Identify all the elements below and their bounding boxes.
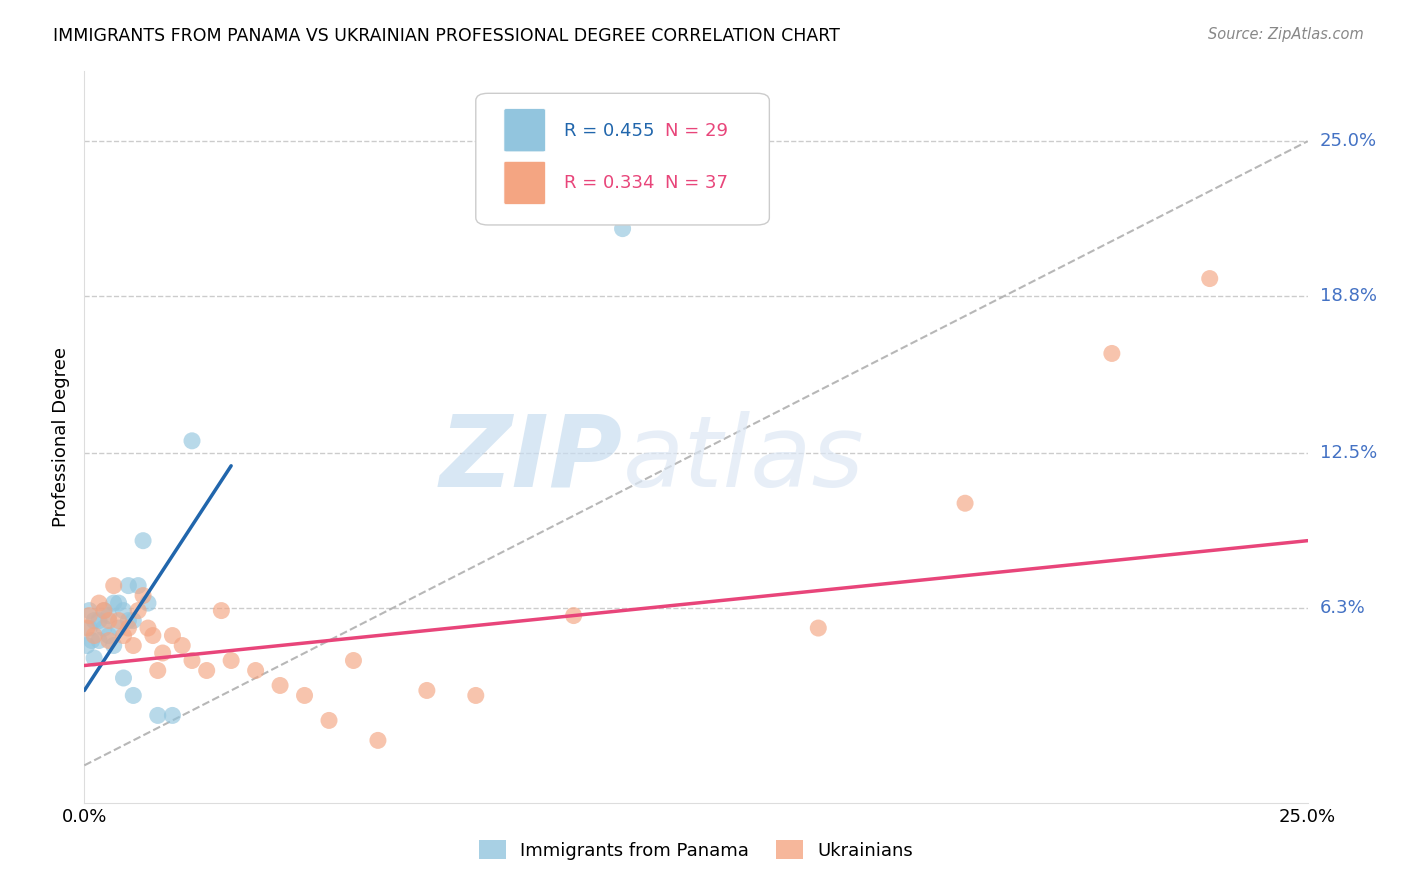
Point bbox=[162, 708, 184, 723]
Point bbox=[464, 689, 486, 703]
Point bbox=[112, 671, 135, 685]
Point bbox=[807, 621, 830, 635]
Point bbox=[146, 664, 169, 678]
Point bbox=[294, 689, 316, 703]
Point bbox=[107, 596, 129, 610]
Point bbox=[195, 664, 218, 678]
Point bbox=[132, 533, 155, 548]
Point bbox=[77, 604, 100, 618]
Point bbox=[107, 614, 129, 628]
Point bbox=[87, 596, 110, 610]
Point bbox=[93, 604, 115, 618]
Point bbox=[97, 608, 120, 623]
Point bbox=[93, 621, 115, 635]
Point bbox=[103, 639, 125, 653]
Point bbox=[80, 633, 103, 648]
Text: R = 0.455: R = 0.455 bbox=[564, 121, 654, 140]
Text: 12.5%: 12.5% bbox=[1320, 444, 1376, 462]
Point bbox=[117, 614, 139, 628]
Point bbox=[97, 633, 120, 648]
Point bbox=[122, 689, 145, 703]
Point bbox=[76, 639, 98, 653]
Point bbox=[172, 639, 194, 653]
Point bbox=[122, 614, 145, 628]
Point bbox=[117, 621, 139, 635]
Text: N = 37: N = 37 bbox=[665, 174, 728, 193]
Point bbox=[142, 628, 165, 642]
Point bbox=[953, 496, 976, 510]
Text: ZIP: ZIP bbox=[440, 410, 623, 508]
Point bbox=[152, 646, 174, 660]
Point bbox=[132, 589, 155, 603]
Point bbox=[83, 614, 105, 628]
Text: atlas: atlas bbox=[623, 410, 865, 508]
Point bbox=[83, 628, 105, 642]
Point bbox=[367, 733, 389, 747]
Point bbox=[562, 608, 585, 623]
Point bbox=[87, 633, 110, 648]
Point bbox=[181, 434, 204, 448]
Point bbox=[1101, 346, 1123, 360]
Point bbox=[97, 614, 120, 628]
Point bbox=[162, 628, 184, 642]
Point bbox=[136, 596, 159, 610]
Text: 18.8%: 18.8% bbox=[1320, 287, 1376, 305]
Point bbox=[112, 604, 135, 618]
Point bbox=[87, 614, 110, 628]
FancyBboxPatch shape bbox=[503, 109, 546, 152]
Point bbox=[269, 678, 291, 692]
Point bbox=[76, 621, 98, 635]
Point bbox=[122, 639, 145, 653]
Point bbox=[209, 604, 232, 618]
Point bbox=[127, 604, 149, 618]
Point bbox=[83, 651, 105, 665]
Y-axis label: Professional Degree: Professional Degree bbox=[52, 347, 70, 527]
Point bbox=[416, 683, 439, 698]
Point bbox=[107, 621, 129, 635]
Point bbox=[245, 664, 267, 678]
Text: N = 29: N = 29 bbox=[665, 121, 728, 140]
Point bbox=[77, 608, 100, 623]
Point bbox=[127, 579, 149, 593]
FancyBboxPatch shape bbox=[503, 161, 546, 204]
Point bbox=[117, 579, 139, 593]
Point bbox=[342, 653, 364, 667]
Text: 25.0%: 25.0% bbox=[1320, 132, 1376, 150]
Point bbox=[612, 221, 634, 235]
Legend: Immigrants from Panama, Ukrainians: Immigrants from Panama, Ukrainians bbox=[471, 833, 921, 867]
Point bbox=[318, 714, 340, 728]
Point bbox=[77, 621, 100, 635]
Text: IMMIGRANTS FROM PANAMA VS UKRAINIAN PROFESSIONAL DEGREE CORRELATION CHART: IMMIGRANTS FROM PANAMA VS UKRAINIAN PROF… bbox=[53, 27, 841, 45]
Point bbox=[103, 579, 125, 593]
Point bbox=[103, 596, 125, 610]
Point bbox=[181, 653, 204, 667]
FancyBboxPatch shape bbox=[475, 94, 769, 225]
Point bbox=[112, 628, 135, 642]
Text: 6.3%: 6.3% bbox=[1320, 599, 1365, 617]
Point bbox=[93, 604, 115, 618]
Point bbox=[97, 628, 120, 642]
Point bbox=[219, 653, 242, 667]
Point bbox=[1198, 271, 1220, 285]
Text: Source: ZipAtlas.com: Source: ZipAtlas.com bbox=[1208, 27, 1364, 42]
Point bbox=[136, 621, 159, 635]
Text: R = 0.334: R = 0.334 bbox=[564, 174, 654, 193]
Point bbox=[146, 708, 169, 723]
